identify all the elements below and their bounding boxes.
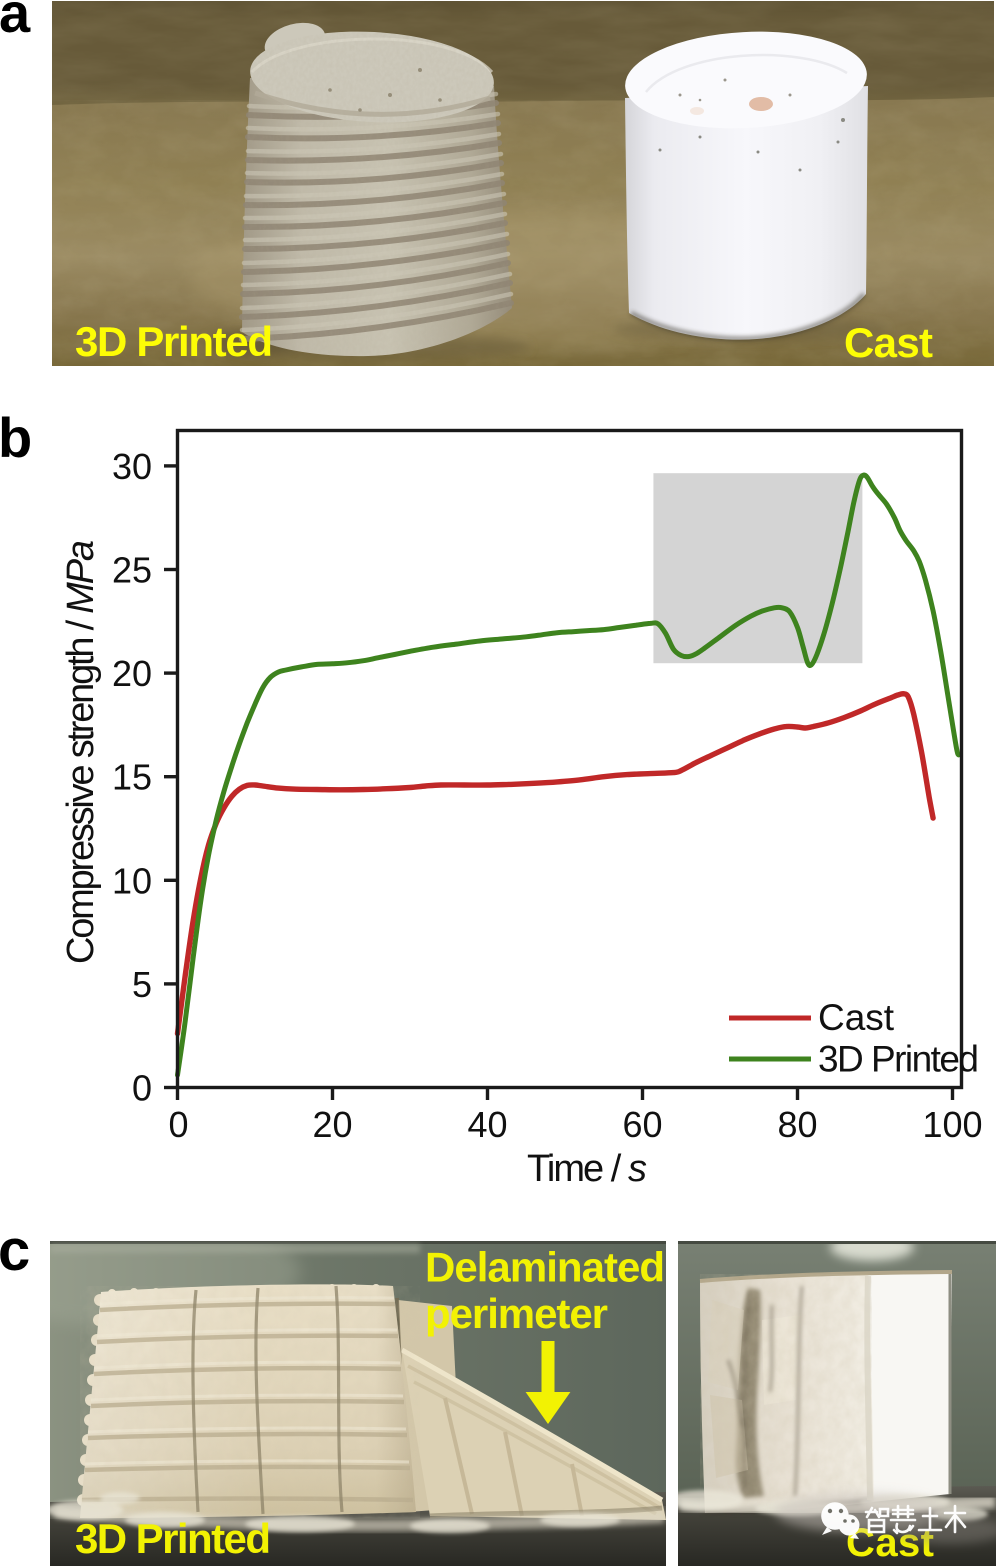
svg-text:15: 15 <box>112 757 152 798</box>
svg-text:60: 60 <box>622 1104 662 1145</box>
svg-text:40: 40 <box>467 1104 507 1145</box>
svg-text:80: 80 <box>777 1104 817 1145</box>
svg-text:c: c <box>0 1218 30 1283</box>
svg-text:a: a <box>0 0 31 44</box>
svg-text:10: 10 <box>112 860 152 901</box>
svg-text:30: 30 <box>112 446 152 487</box>
svg-text:3D Printed: 3D Printed <box>75 1515 271 1562</box>
svg-text:20: 20 <box>112 653 152 694</box>
svg-text:20: 20 <box>312 1104 352 1145</box>
svg-text:Time / s: Time / s <box>527 1148 647 1190</box>
svg-text:0: 0 <box>168 1104 188 1145</box>
svg-text:b: b <box>0 406 32 469</box>
svg-text:perimeter: perimeter <box>425 1290 608 1337</box>
svg-text:Cast: Cast <box>844 319 933 366</box>
svg-text:Compressive strength / MPa: Compressive strength / MPa <box>60 540 102 964</box>
svg-text:5: 5 <box>132 964 152 1005</box>
svg-text:0: 0 <box>132 1068 152 1109</box>
svg-text:Cast: Cast <box>818 997 895 1038</box>
svg-text:25: 25 <box>112 550 152 591</box>
svg-text:100: 100 <box>922 1104 982 1145</box>
svg-text:Delaminated: Delaminated <box>425 1244 665 1291</box>
svg-text:3D Printed: 3D Printed <box>75 318 273 365</box>
svg-text:3D Printed: 3D Printed <box>818 1039 979 1080</box>
